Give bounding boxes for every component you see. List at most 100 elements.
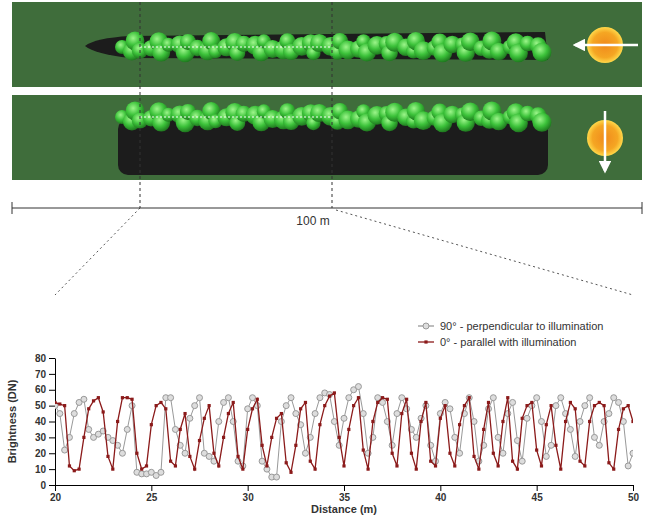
- y-tick: 40: [35, 416, 55, 427]
- series-marker: [413, 434, 419, 440]
- y-tick-label: 50: [35, 400, 47, 411]
- series-marker: [625, 463, 631, 469]
- series-marker: [289, 471, 292, 474]
- legend-label: 0° - parallel with illumination: [440, 336, 576, 348]
- series-marker: [126, 396, 129, 399]
- series-marker: [174, 464, 177, 467]
- series-marker: [477, 468, 480, 471]
- series-marker: [168, 395, 174, 401]
- ground: [12, 2, 642, 87]
- y-tick-label: 0: [40, 480, 46, 491]
- series-marker: [611, 395, 617, 401]
- series-marker: [256, 398, 259, 401]
- series-marker: [452, 434, 458, 440]
- legend: 90° - perpendicular to illumination 0° - …: [418, 320, 603, 348]
- y-tick: 70: [35, 369, 55, 380]
- series-marker: [415, 468, 418, 471]
- x-tick-mark: [344, 485, 345, 491]
- y-tick: 60: [35, 384, 55, 395]
- series-marker: [302, 450, 308, 456]
- series-marker: [538, 419, 544, 425]
- x-tick: 20: [50, 485, 62, 503]
- series-marker: [559, 468, 562, 471]
- y-tick-label: 40: [35, 416, 47, 427]
- series-marker: [294, 444, 297, 447]
- series-marker: [124, 426, 130, 432]
- series-marker: [434, 464, 437, 467]
- series-marker: [596, 442, 602, 448]
- series-marker: [627, 404, 630, 407]
- x-axis: 20253035404550: [50, 485, 640, 503]
- series-marker: [318, 423, 321, 426]
- series-marker: [236, 455, 239, 458]
- series-marker: [501, 420, 504, 423]
- legend-label: 90° - perpendicular to illumination: [440, 320, 603, 332]
- series-marker: [400, 412, 403, 415]
- y-tick: 20: [35, 448, 55, 459]
- series-marker: [58, 402, 61, 405]
- series-marker: [500, 450, 506, 456]
- series-marker: [81, 396, 87, 402]
- x-tick: 40: [435, 485, 447, 503]
- series-marker: [249, 395, 255, 401]
- scale-label: 100 m: [296, 214, 329, 228]
- series-marker: [492, 452, 495, 455]
- series-marker: [251, 407, 254, 410]
- series-marker: [457, 450, 463, 456]
- series-marker: [280, 412, 283, 415]
- series-marker: [221, 399, 227, 405]
- series-marker: [558, 395, 564, 401]
- series-marker: [293, 411, 299, 417]
- guide-line: [55, 208, 140, 295]
- x-tick-mark: [151, 485, 152, 491]
- series-marker: [323, 404, 326, 407]
- plot-marks: [55, 384, 633, 480]
- series-marker: [510, 399, 516, 405]
- x-tick-mark: [440, 485, 441, 491]
- series-marker: [490, 395, 496, 401]
- light-arrow: [604, 111, 607, 171]
- series-marker: [192, 403, 198, 409]
- series-marker: [419, 420, 422, 423]
- series-marker: [346, 395, 352, 401]
- y-tick-mark: [49, 390, 55, 391]
- series-marker: [352, 404, 355, 407]
- series-marker: [159, 401, 162, 404]
- series-marker: [274, 474, 280, 480]
- y-axis: 01020304050607080: [35, 353, 56, 491]
- scene-panel: [12, 2, 642, 87]
- guide-line: [336, 210, 633, 295]
- series-marker: [342, 464, 345, 467]
- y-tick-label: 70: [35, 369, 47, 380]
- series-marker: [71, 411, 77, 417]
- series-marker: [227, 412, 230, 415]
- series-marker: [347, 428, 350, 431]
- guide-line: [140, 2, 141, 208]
- scene-panel: [12, 95, 642, 180]
- x-tick-label: 50: [628, 492, 640, 503]
- series-marker: [97, 396, 100, 399]
- series-marker: [135, 452, 138, 455]
- series-marker: [217, 464, 220, 467]
- series-marker: [265, 464, 268, 467]
- series-marker: [617, 428, 620, 431]
- series-marker: [197, 395, 203, 401]
- series-marker: [77, 468, 80, 471]
- series-marker: [534, 395, 540, 401]
- series-marker: [394, 411, 400, 417]
- series-marker: [68, 464, 71, 467]
- series-marker: [540, 464, 543, 467]
- series-marker: [506, 396, 509, 399]
- series-marker: [150, 423, 153, 426]
- y-tick-mark: [49, 374, 55, 375]
- y-tick-mark: [49, 469, 55, 470]
- series-marker: [270, 436, 273, 439]
- series-marker: [164, 407, 167, 410]
- series-marker: [366, 468, 369, 471]
- series-marker: [222, 436, 225, 439]
- series-marker: [106, 455, 109, 458]
- series-marker: [341, 415, 347, 421]
- scale-bar-end: [642, 202, 643, 214]
- series-marker: [424, 401, 427, 404]
- x-tick: 35: [339, 485, 351, 503]
